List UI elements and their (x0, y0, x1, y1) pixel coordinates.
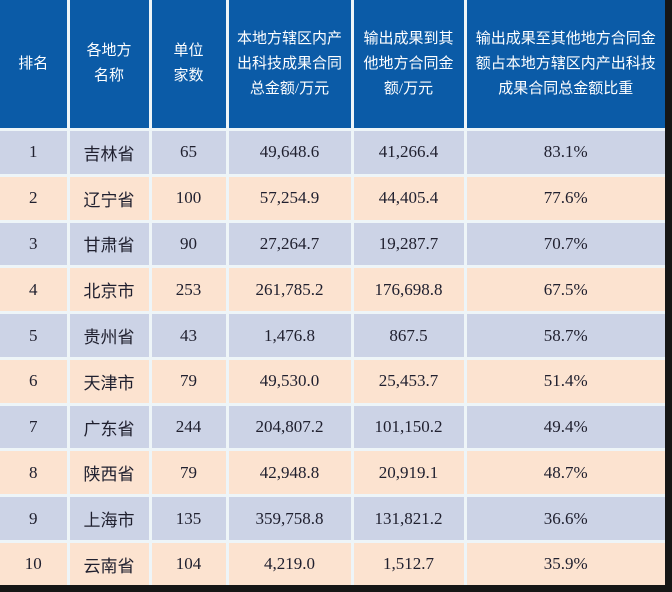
table-cell-local-total: 57,254.9 (225, 173, 352, 222)
table-cell-region: 甘肃省 (66, 219, 150, 267)
table-cell-unit-count: 65 (148, 128, 227, 176)
header-cell-output-amount: 输出成果到其 他地方合同金 额/万元 (350, 0, 465, 130)
table-cell-rank: 5 (0, 311, 68, 359)
table-row: 2 辽宁省 100 57,254.9 44,405.4 77.6% (0, 173, 665, 222)
table-cell-unit-count: 79 (148, 448, 227, 496)
table-row: 9 上海市 135 359,758.8 131,821.2 36.6% (0, 494, 665, 542)
table-cell-rank: 8 (0, 448, 68, 496)
table-cell-rank: 1 (0, 128, 68, 176)
header-line: 家数 (173, 68, 204, 84)
table-cell-local-total: 1,476.8 (225, 311, 352, 359)
table-cell-local-total: 49,648.6 (225, 128, 352, 176)
table-row: 5 贵州省 43 1,476.8 867.5 58.7% (0, 311, 665, 359)
header-cell-unit-count: 单位 家数 (148, 0, 227, 130)
header-cell-region: 各地方 名称 (66, 0, 150, 130)
table-cell-output-amount: 1,512.7 (350, 540, 465, 585)
table-cell-output-amount: 20,919.1 (350, 448, 465, 496)
header-line: 单位 (173, 43, 204, 59)
header-line: 出科技成果合同 (236, 55, 342, 72)
table-cell-output-share: 58.7% (463, 311, 665, 359)
header-line: 本地方辖区内产 (236, 30, 342, 47)
table-cell-rank: 6 (0, 356, 68, 405)
header-line: 总金额/万元 (249, 80, 330, 97)
table-row: 1 吉林省 65 49,648.6 41,266.4 83.1% (0, 128, 665, 176)
table-body: 1 吉林省 65 49,648.6 41,266.4 83.1% 2 辽宁省 100 57,254… (0, 128, 665, 585)
header-line: 名称 (93, 68, 124, 84)
table-cell-local-total: 4,219.0 (225, 540, 352, 585)
table-cell-region: 上海市 (66, 494, 150, 542)
table-cell-region: 贵州省 (66, 311, 150, 359)
table-cell-output-amount: 41,266.4 (350, 128, 465, 176)
header-line: 成果合同总金额比重 (498, 80, 634, 97)
table-header-row: 排名 各地方 名称 单位 家数 本地方辖区内产 出科技成果合同 总金额/万元 输出成果到其 他地方… (0, 0, 665, 130)
table-cell-unit-count: 253 (148, 265, 227, 313)
table-cell-local-total: 27,264.7 (225, 219, 352, 267)
header-line: 他地方合同金 (363, 55, 454, 72)
table-cell-output-amount: 131,821.2 (350, 494, 465, 542)
table-row: 8 陕西省 79 42,948.8 20,919.1 48.7% (0, 448, 665, 496)
table-cell-region: 北京市 (66, 265, 150, 313)
table-cell-region: 广东省 (66, 402, 150, 450)
table-cell-output-amount: 176,698.8 (350, 265, 465, 313)
table-row: 6 天津市 79 49,530.0 25,453.7 51.4% (0, 356, 665, 405)
table-cell-region: 云南省 (66, 540, 150, 585)
table-cell-output-share: 35.9% (463, 540, 665, 585)
header-line: 额占本地方辖区内产出科技 (475, 55, 656, 72)
table-row: 10 云南省 104 4,219.0 1,512.7 35.9% (0, 540, 665, 585)
table-row: 7 广东省 244 204,807.2 101,150.2 49.4% (0, 402, 665, 450)
table-cell-rank: 3 (0, 219, 68, 267)
results-table: 排名 各地方 名称 单位 家数 本地方辖区内产 出科技成果合同 总金额/万元 输出成果到其 他地方… (0, 0, 665, 585)
table-cell-unit-count: 135 (148, 494, 227, 542)
table-cell-output-amount: 101,150.2 (350, 402, 465, 450)
table-cell-output-share: 48.7% (463, 448, 665, 496)
table-cell-local-total: 359,758.8 (225, 494, 352, 542)
table-cell-output-share: 36.6% (463, 494, 665, 542)
table-cell-local-total: 49,530.0 (225, 356, 352, 405)
table-cell-unit-count: 43 (148, 311, 227, 359)
table-cell-output-share: 51.4% (463, 356, 665, 405)
table-header: 排名 各地方 名称 单位 家数 本地方辖区内产 出科技成果合同 总金额/万元 输出成果到其 他地方… (0, 0, 665, 130)
table-cell-region: 陕西省 (66, 448, 150, 496)
table-cell-region: 辽宁省 (66, 173, 150, 222)
table-cell-output-share: 49.4% (463, 402, 665, 450)
table-cell-region: 天津市 (66, 356, 150, 405)
table-cell-output-amount: 44,405.4 (350, 173, 465, 222)
table-cell-output-share: 77.6% (463, 173, 665, 222)
table-cell-rank: 7 (0, 402, 68, 450)
table-cell-output-share: 70.7% (463, 219, 665, 267)
table-cell-output-share: 67.5% (463, 265, 665, 313)
table-cell-local-total: 204,807.2 (225, 402, 352, 450)
header-cell-output-share: 输出成果至其他地方合同金 额占本地方辖区内产出科技 成果合同总金额比重 (463, 0, 665, 130)
table-cell-local-total: 261,785.2 (225, 265, 352, 313)
header-line: 额/万元 (383, 80, 434, 97)
table-row: 4 北京市 253 261,785.2 176,698.8 67.5% (0, 265, 665, 313)
table-cell-rank: 10 (0, 540, 68, 585)
table-cell-unit-count: 244 (148, 402, 227, 450)
table-cell-output-amount: 867.5 (350, 311, 465, 359)
header-line: 各地方 (86, 43, 132, 59)
table-cell-unit-count: 104 (148, 540, 227, 585)
header-line: 排名 (18, 55, 49, 72)
header-line: 输出成果到其 (363, 30, 454, 47)
table-row: 3 甘肃省 90 27,264.7 19,287.7 70.7% (0, 219, 665, 267)
table-cell-output-amount: 25,453.7 (350, 356, 465, 405)
table-cell-unit-count: 79 (148, 356, 227, 405)
table-cell-unit-count: 90 (148, 219, 227, 267)
table-cell-rank: 4 (0, 265, 68, 313)
table-cell-region: 吉林省 (66, 128, 150, 176)
table-cell-rank: 9 (0, 494, 68, 542)
header-line: 输出成果至其他地方合同金 (475, 30, 656, 47)
header-cell-local-total: 本地方辖区内产 出科技成果合同 总金额/万元 (225, 0, 352, 130)
header-cell-rank: 排名 (0, 0, 68, 130)
table-cell-rank: 2 (0, 173, 68, 222)
table-cell-unit-count: 100 (148, 173, 227, 222)
table-cell-output-share: 83.1% (463, 128, 665, 176)
table-cell-output-amount: 19,287.7 (350, 219, 465, 267)
table-cell-local-total: 42,948.8 (225, 448, 352, 496)
